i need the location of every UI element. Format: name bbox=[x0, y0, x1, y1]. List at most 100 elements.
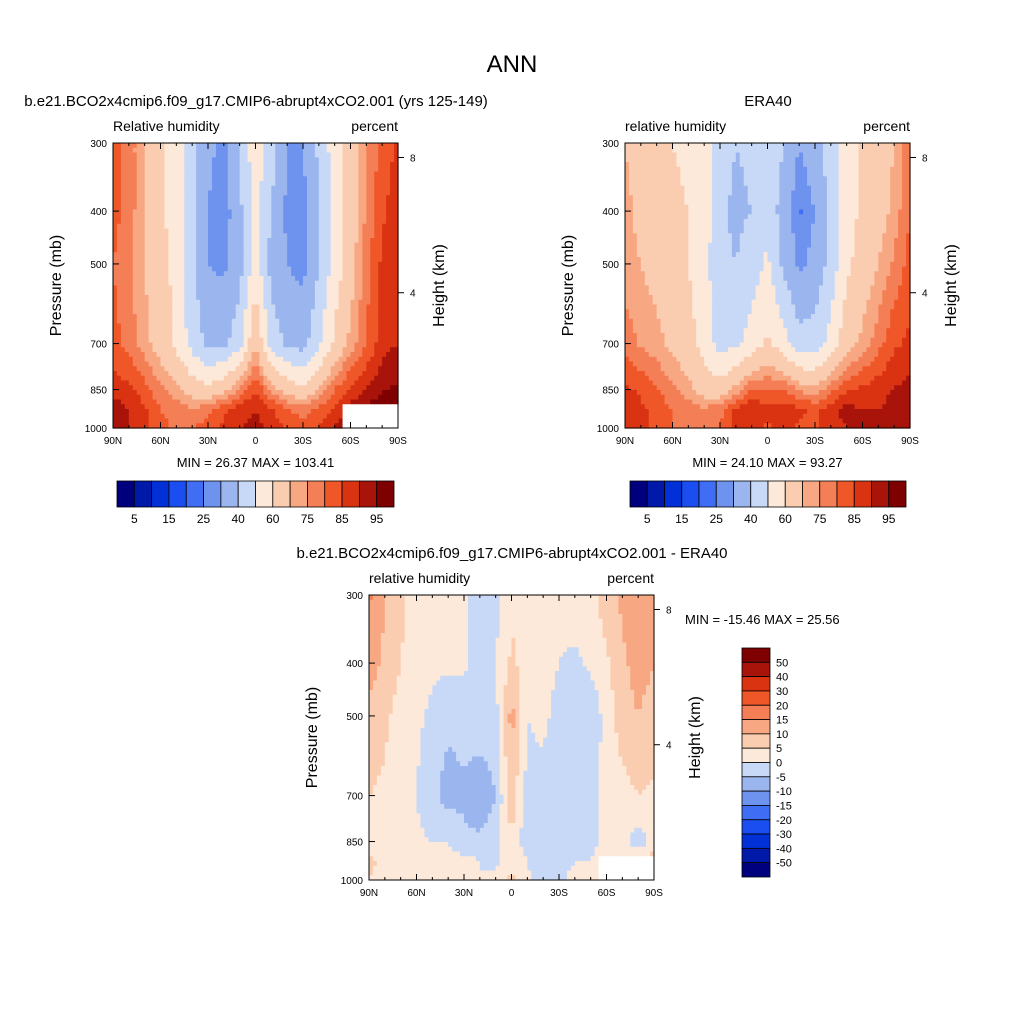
field-cell bbox=[632, 290, 638, 296]
field-cell bbox=[386, 404, 391, 410]
field-cell bbox=[231, 418, 237, 424]
field-cell bbox=[247, 152, 253, 158]
field-cell bbox=[263, 418, 268, 424]
field-cell bbox=[299, 152, 304, 158]
field-cell bbox=[374, 200, 379, 206]
field-cell bbox=[644, 404, 650, 410]
field-cell bbox=[370, 223, 375, 230]
field-cell bbox=[211, 380, 217, 386]
field-cell bbox=[116, 195, 122, 201]
field-cell bbox=[394, 314, 399, 320]
field-cell bbox=[188, 209, 193, 215]
field-cell bbox=[116, 352, 122, 358]
field-cell bbox=[640, 352, 646, 358]
field-cell bbox=[136, 233, 142, 239]
field-cell bbox=[295, 418, 300, 424]
field-cell bbox=[136, 314, 142, 320]
field-cell bbox=[283, 390, 288, 396]
field-cell bbox=[128, 204, 134, 211]
field-cell bbox=[334, 223, 340, 230]
field-cell bbox=[625, 352, 630, 358]
field-cell bbox=[200, 238, 205, 244]
field-cell bbox=[303, 399, 308, 405]
field-cell bbox=[208, 285, 213, 291]
field-cell bbox=[188, 238, 193, 244]
field-cell bbox=[279, 352, 284, 358]
field-cell bbox=[267, 147, 272, 154]
field-cell bbox=[188, 356, 193, 363]
field-cell bbox=[219, 238, 225, 244]
field-cell bbox=[279, 166, 284, 173]
field-cell bbox=[116, 337, 122, 344]
field-cell bbox=[196, 304, 201, 310]
field-cell bbox=[346, 342, 352, 348]
field-cell bbox=[652, 200, 658, 206]
field-cell bbox=[211, 290, 217, 296]
colorbar-box bbox=[168, 480, 187, 508]
field-cell bbox=[283, 157, 288, 163]
field-cell bbox=[152, 171, 158, 177]
field-cell bbox=[279, 328, 284, 334]
field-cell bbox=[354, 209, 360, 215]
field-cell bbox=[164, 162, 170, 168]
field-cell bbox=[116, 200, 122, 206]
field-cell bbox=[370, 356, 375, 363]
field-cell bbox=[116, 290, 122, 296]
field-cell bbox=[180, 223, 185, 230]
field-cell bbox=[152, 181, 158, 187]
field-cell bbox=[128, 143, 134, 149]
field-cell bbox=[636, 295, 642, 301]
field-cell bbox=[632, 347, 638, 353]
field-cell bbox=[640, 299, 646, 306]
field-cell bbox=[132, 261, 138, 268]
field-cell bbox=[334, 271, 340, 277]
field-cell bbox=[124, 371, 130, 377]
field-cell bbox=[275, 394, 280, 401]
field-cell bbox=[271, 385, 276, 391]
field-cell bbox=[370, 342, 375, 348]
field-cell bbox=[366, 200, 371, 206]
field-cell bbox=[164, 176, 170, 182]
field-cell bbox=[219, 337, 225, 344]
field-cell bbox=[120, 171, 126, 177]
field-cell bbox=[303, 276, 308, 282]
field-cell bbox=[382, 423, 387, 429]
field-cell bbox=[628, 328, 634, 334]
field-cell bbox=[148, 390, 154, 396]
field-cell bbox=[172, 399, 177, 405]
field-cell bbox=[354, 423, 360, 429]
field-cell bbox=[247, 147, 253, 154]
field-cell bbox=[295, 309, 300, 315]
field-cell bbox=[358, 252, 363, 258]
field-cell bbox=[255, 295, 261, 301]
field-cell bbox=[120, 366, 126, 372]
field-cell bbox=[152, 375, 158, 382]
field-cell bbox=[358, 242, 363, 249]
field-cell bbox=[227, 238, 233, 244]
field-cell bbox=[215, 176, 221, 182]
field-cell bbox=[362, 223, 367, 230]
field-cell bbox=[318, 238, 324, 244]
field-cell bbox=[267, 200, 272, 206]
field-cell bbox=[259, 409, 265, 415]
field-cell bbox=[303, 323, 308, 329]
field-cell bbox=[652, 247, 658, 253]
field-cell bbox=[219, 233, 225, 239]
field-cell bbox=[271, 190, 276, 196]
field-cell bbox=[386, 233, 391, 239]
field-cell bbox=[204, 342, 209, 348]
field-cell bbox=[251, 228, 257, 234]
field-cell bbox=[152, 323, 158, 329]
field-cell bbox=[188, 366, 193, 372]
field-cell bbox=[176, 195, 181, 201]
field-cell bbox=[255, 352, 261, 358]
field-cell bbox=[219, 276, 225, 282]
field-cell bbox=[644, 228, 650, 234]
field-cell bbox=[188, 233, 193, 239]
field-cell bbox=[291, 409, 296, 415]
field-cell bbox=[255, 185, 261, 192]
field-cell bbox=[255, 361, 261, 367]
field-cell bbox=[164, 380, 170, 386]
field-cell bbox=[632, 176, 638, 182]
field-cell bbox=[208, 423, 213, 429]
